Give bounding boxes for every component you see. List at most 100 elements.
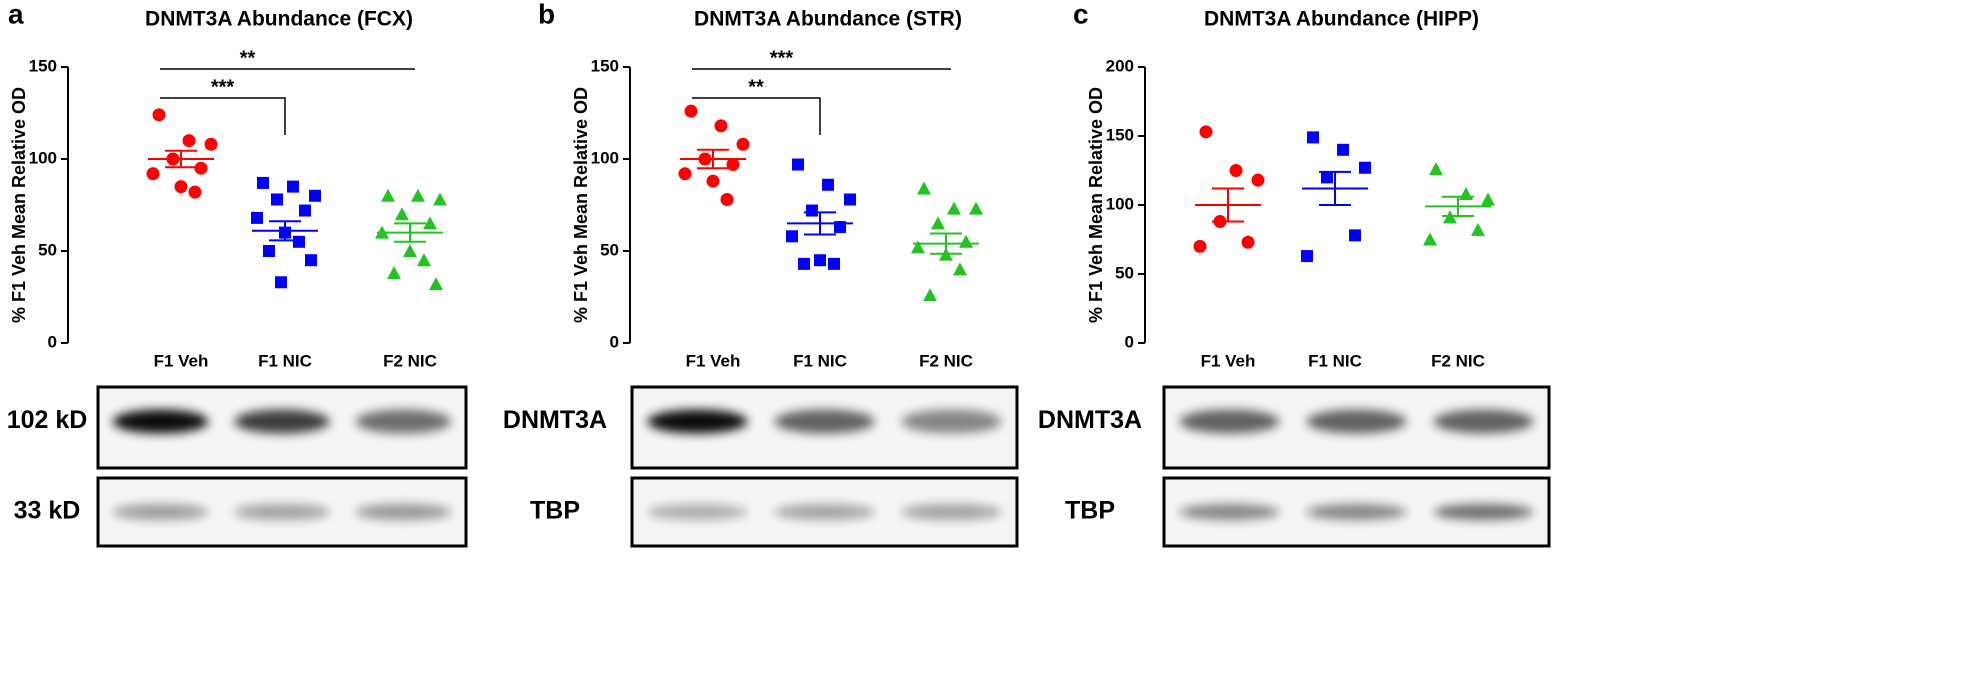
data-point [1241, 235, 1255, 249]
data-point [299, 204, 311, 217]
data-point [403, 244, 417, 257]
data-point [959, 234, 973, 248]
blot-label: TBP [530, 497, 580, 525]
blot-label: TBP [1065, 497, 1115, 525]
data-point [684, 104, 698, 118]
data-point [1349, 229, 1361, 242]
data-point [395, 207, 409, 221]
y-tick-label: 0 [48, 332, 57, 351]
chart-title: DNMT3A Abundance (STR) [694, 8, 962, 31]
data-point [1359, 161, 1371, 174]
data-point [786, 230, 798, 243]
significance-label: *** [770, 47, 794, 69]
y-tick-label: 100 [1106, 194, 1134, 213]
data-point [1429, 162, 1443, 176]
data-point [411, 188, 425, 202]
blot-band [901, 504, 1002, 520]
data-point [806, 204, 818, 217]
x-tick-label: F1 NIC [793, 351, 847, 370]
data-point [923, 288, 937, 302]
data-point [814, 254, 826, 267]
data-point [433, 192, 447, 206]
x-tick-label: F1 Veh [154, 351, 209, 370]
blot-band [1433, 409, 1534, 434]
data-point [953, 262, 967, 276]
data-point [714, 119, 728, 133]
data-point [1321, 171, 1333, 184]
data-point [204, 137, 218, 151]
data-point [1481, 192, 1495, 206]
data-point [194, 161, 208, 175]
error-bar [269, 220, 301, 242]
data-point [387, 266, 401, 280]
data-point [417, 253, 431, 267]
data-point [188, 185, 202, 199]
error-bar [804, 211, 836, 236]
blot-band [1179, 409, 1280, 434]
error-bar [697, 148, 729, 170]
data-point [152, 108, 166, 122]
y-tick-label: 150 [591, 56, 619, 75]
blot-band [355, 504, 452, 520]
blot-band [112, 504, 209, 520]
x-tick-label: F1 Veh [686, 351, 741, 370]
data-point [251, 211, 263, 224]
blot-band [355, 409, 452, 434]
blot-band [112, 409, 209, 434]
significance-bracket [692, 97, 821, 135]
blot-band [1306, 409, 1407, 434]
data-point [257, 176, 269, 189]
blot-band [234, 409, 330, 434]
blot-band [901, 409, 1002, 434]
blot-band [774, 409, 875, 434]
data-point [429, 277, 443, 291]
y-tick-label: 50 [600, 240, 619, 259]
error-bar [930, 232, 962, 255]
blot-label: DNMT3A [503, 406, 607, 434]
y-tick-label: 50 [1115, 263, 1134, 282]
data-point [792, 158, 804, 171]
data-point [1337, 143, 1349, 156]
y-axis-label: % F1 Veh Mean Relative OD [571, 87, 591, 323]
data-point [1423, 232, 1437, 246]
x-tick-label: F1 NIC [1308, 351, 1362, 370]
panel-letter: b [538, 0, 555, 29]
significance-label: *** [211, 76, 235, 98]
data-point [305, 254, 317, 267]
y-axis-label: % F1 Veh Mean Relative OD [9, 87, 29, 323]
blot-band [1433, 504, 1534, 520]
data-point [822, 178, 834, 191]
y-tick-label: 100 [591, 148, 619, 167]
significance-label: ** [748, 76, 764, 98]
chart-title: DNMT3A Abundance (HIPP) [1204, 8, 1479, 31]
error-bar [1442, 195, 1474, 218]
y-tick-label: 150 [29, 56, 57, 75]
chart-title: DNMT3A Abundance (FCX) [145, 8, 413, 31]
x-tick-label: F1 NIC [258, 351, 312, 370]
data-point [706, 174, 720, 188]
data-point [309, 189, 321, 202]
y-tick-label: 150 [1106, 125, 1134, 144]
data-point [678, 167, 692, 181]
blot-band [1179, 504, 1280, 520]
x-tick-label: F2 NIC [383, 351, 437, 370]
data-point [1459, 186, 1473, 200]
blot-label: 102 kD [7, 406, 88, 434]
y-tick-label: 200 [1106, 56, 1134, 75]
data-point [174, 180, 188, 194]
data-point [844, 193, 856, 206]
significance-bracket [160, 97, 286, 135]
data-point [271, 193, 283, 206]
blot-label: 33 kD [14, 497, 81, 525]
x-tick-label: F2 NIC [1431, 351, 1485, 370]
blot-band [774, 504, 875, 520]
x-tick-label: F2 NIC [919, 351, 973, 370]
data-point [917, 181, 931, 195]
y-tick-label: 100 [29, 148, 57, 167]
data-point [1193, 239, 1207, 253]
blot-band [234, 504, 330, 520]
error-bar [1212, 187, 1244, 223]
data-point [736, 137, 750, 151]
